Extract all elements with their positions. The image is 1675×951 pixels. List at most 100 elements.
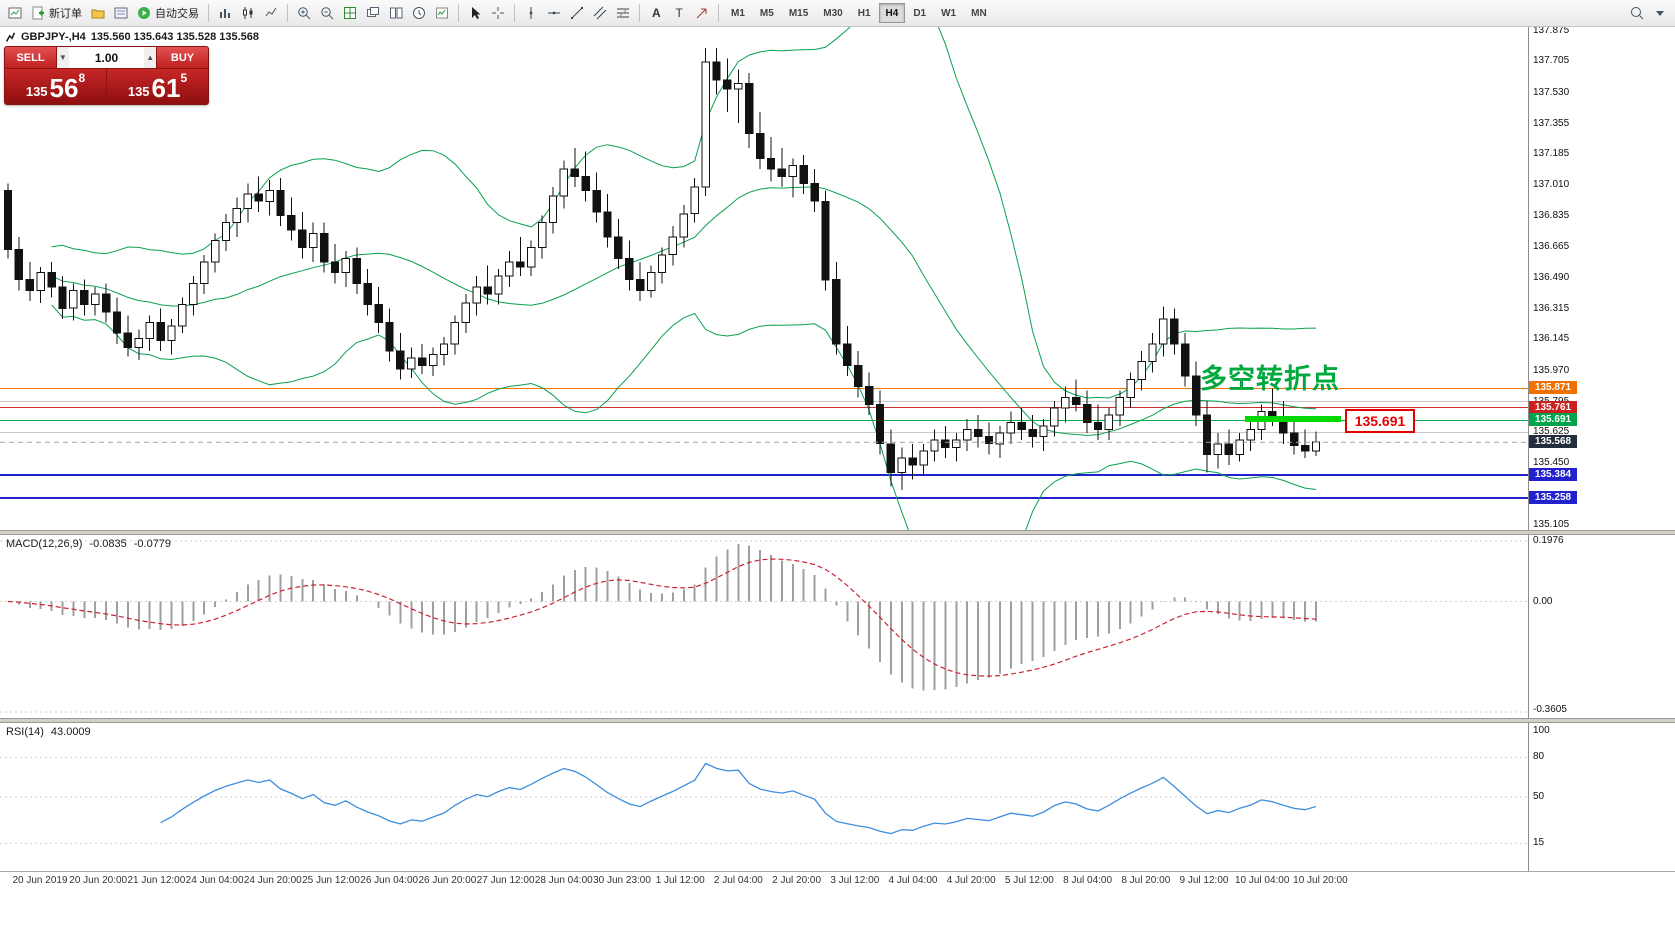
toolbar-separator (514, 4, 515, 22)
profiles-button[interactable] (87, 2, 109, 24)
volume-decrease-button[interactable]: ▼ (57, 47, 69, 68)
x-axis-label: 26 Jun 20:00 (418, 875, 477, 886)
panel-separator[interactable] (0, 718, 1675, 723)
fibonacci-icon (617, 7, 629, 19)
y-axis-tick: 136.490 (1533, 271, 1570, 283)
chart-shift-button[interactable] (408, 2, 430, 24)
price-level-tag: 135.691 (1345, 409, 1415, 434)
cascade-windows-button[interactable] (362, 2, 384, 24)
timeframe-m15-button[interactable]: M15 (782, 3, 815, 23)
x-axis-label: 21 Jun 12:00 (127, 875, 186, 886)
timeframe-m5-button[interactable]: M5 (753, 3, 781, 23)
x-axis-label: 8 Jul 20:00 (1121, 875, 1171, 886)
time-axis: 20 Jun 2019 20 Jun 20:00 21 Jun 12:00 24 Ju… (0, 871, 1675, 890)
autotrading-play-icon (138, 7, 150, 19)
horizontal-line-icon (548, 11, 560, 15)
zoom-in-button[interactable] (293, 2, 315, 24)
x-axis-label: 10 Jul 04:00 (1234, 875, 1290, 886)
y-axis-tick: 135.625 (1533, 426, 1570, 438)
panel-separator[interactable] (0, 530, 1675, 535)
app-chart-button[interactable] (4, 2, 26, 24)
x-axis-label: 3 Jul 12:00 (830, 875, 880, 886)
buy-price-display[interactable]: 135 61 5 (107, 69, 208, 104)
zoom-in-icon (298, 7, 311, 20)
indicators-button[interactable] (431, 2, 453, 24)
y-axis-tick: 135.970 (1533, 364, 1570, 376)
candlestick-chart-button[interactable] (237, 2, 259, 24)
support-level-segment[interactable] (1245, 415, 1341, 422)
x-axis-label: 4 Jul 20:00 (946, 875, 996, 886)
x-axis-label: 2 Jul 04:00 (713, 875, 763, 886)
timeframe-mn-button[interactable]: MN (964, 3, 994, 23)
timeframe-h4-button[interactable]: H4 (878, 3, 906, 23)
bar-chart-button[interactable] (214, 2, 236, 24)
symbol-ohlc-line: GBPJPY-,H4 135.560 135.643 135.528 135.5… (5, 31, 259, 43)
candlestick-chart-surface[interactable] (0, 27, 1528, 530)
sell-price-big: 56 (49, 73, 79, 103)
x-axis-label: 1 Jul 12:00 (655, 875, 705, 886)
text-icon: A (652, 6, 661, 20)
macd-axis-label: 0.1976 (1533, 535, 1564, 546)
trendline-button[interactable] (566, 2, 588, 24)
cursor-icon (472, 7, 481, 19)
line-chart-button[interactable] (260, 2, 282, 24)
channel-button[interactable] (589, 2, 611, 24)
horizontal-line-button[interactable] (543, 2, 565, 24)
macd-axis-border (1528, 535, 1529, 718)
volume-increase-button[interactable]: ▲ (144, 47, 157, 68)
arrow-icon (696, 8, 707, 19)
horizontal-price-line (0, 431, 1528, 433)
rsi-panel: RSI(14) 43.0009 100 80 50 15 (0, 723, 1675, 871)
y-axis-tick: 137.705 (1533, 55, 1570, 67)
new-order-button[interactable]: 新订单 (27, 2, 86, 24)
fibonacci-button[interactable] (612, 2, 634, 24)
timeframe-h1-button[interactable]: H1 (851, 3, 878, 23)
macd-plot-surface[interactable] (0, 535, 1528, 718)
label-tool-button[interactable]: T (668, 2, 690, 24)
arrows-tool-button[interactable] (691, 2, 713, 24)
tile-windows-button[interactable] (339, 2, 361, 24)
toolbar-separator (208, 4, 209, 22)
timeframe-m1-button[interactable]: M1 (724, 3, 752, 23)
horizontal-price-line (0, 387, 1528, 389)
market-watch-button[interactable] (110, 2, 132, 24)
arrange-windows-icon (390, 7, 403, 19)
rsi-plot-surface[interactable] (0, 723, 1528, 871)
x-axis-label: 5 Jul 12:00 (1004, 875, 1054, 886)
timeframe-m30-button[interactable]: M30 (816, 3, 849, 23)
timeframe-w1-button[interactable]: W1 (934, 3, 963, 23)
vertical-line-button[interactable] (520, 2, 542, 24)
timeframe-d1-button[interactable]: D1 (906, 3, 933, 23)
rsi-axis-label: 15 (1533, 837, 1545, 849)
y-axis-tick: 135.450 (1533, 457, 1570, 469)
rsi-axis-label: 80 (1533, 751, 1545, 763)
sell-price-display[interactable]: 135 56 8 (5, 69, 106, 104)
zoom-out-icon (321, 7, 334, 20)
rsi-axis-border (1528, 723, 1529, 871)
y-axis-tick: 135.105 (1533, 518, 1570, 530)
toolbar-separator (718, 4, 719, 22)
text-tool-button[interactable]: A (645, 2, 667, 24)
cursor-button[interactable] (464, 2, 486, 24)
arrange-windows-button[interactable] (385, 2, 407, 24)
autotrading-button[interactable]: 自动交易 (133, 2, 203, 24)
price-line-label: 135.691 (1529, 413, 1577, 427)
price-line-label: 135.258 (1529, 490, 1577, 504)
zoom-out-button[interactable] (316, 2, 338, 24)
symbol-label: GBPJPY-,H4 (21, 31, 86, 43)
sell-button[interactable]: SELL (5, 47, 57, 68)
buy-button[interactable]: BUY (156, 47, 208, 68)
crosshair-button[interactable] (487, 2, 509, 24)
crosshair-icon (492, 7, 504, 19)
rsi-label: RSI(14) 43.0009 (6, 726, 91, 738)
svg-text:T: T (676, 6, 684, 20)
volume-input[interactable] (68, 47, 145, 68)
y-axis-tick: 136.835 (1533, 210, 1570, 222)
search-button[interactable] (1626, 2, 1648, 24)
x-axis-label: 10 Jul 20:00 (1293, 875, 1348, 886)
indicators-icon (436, 7, 448, 19)
candlestick-icon (243, 7, 253, 19)
quick-menu-button[interactable] (1649, 2, 1671, 24)
rsi-name: RSI(14) (6, 726, 44, 738)
